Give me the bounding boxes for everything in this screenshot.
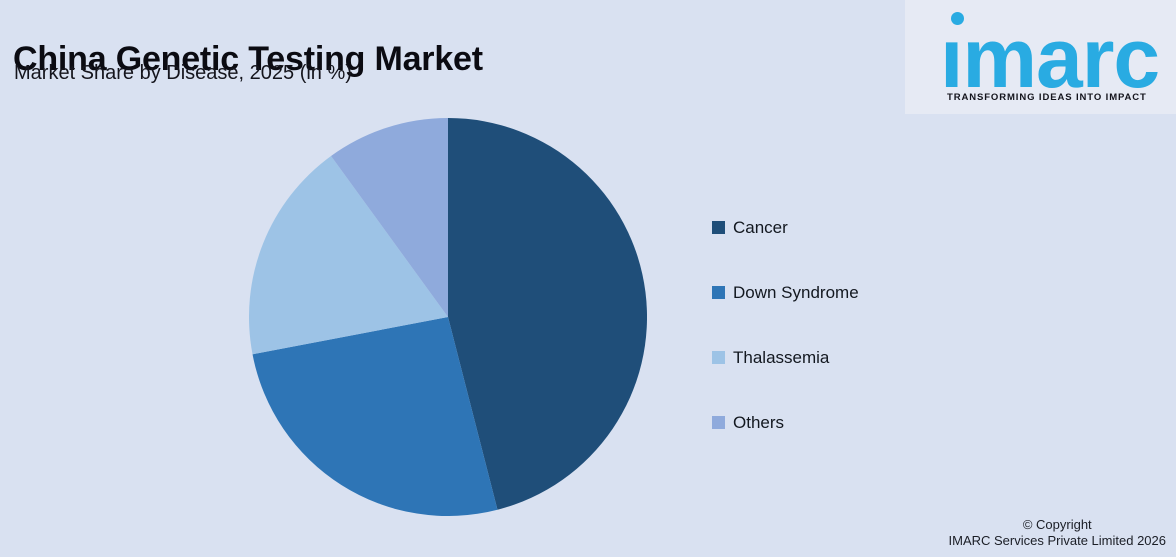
legend-label: Cancer <box>733 217 788 237</box>
logo-background-panel <box>905 0 1176 114</box>
legend-item-cancer: Cancer <box>712 214 859 240</box>
legend-swatch-icon <box>712 350 725 364</box>
legend-swatch-icon <box>712 285 725 299</box>
legend: Cancer Down Syndrome Thalassemia Others <box>712 214 859 474</box>
legend-swatch-icon <box>712 220 725 234</box>
imarc-logo: ımarc <box>940 11 1160 105</box>
pie-slice-down-syndrome <box>252 317 498 516</box>
copyright-line2: IMARC Services Private Limited 2026 <box>948 532 1166 548</box>
legend-item-down-syndrome: Down Syndrome <box>712 279 859 305</box>
page-subtitle: Market Share by Disease, 2025 (in %) <box>14 62 352 84</box>
page-title: China Genetic Testing Market <box>13 39 483 78</box>
copyright-notice: © Copyright IMARC Services Private Limit… <box>949 517 1166 550</box>
legend-label: Down Syndrome <box>733 282 859 302</box>
pie-slice-cancer <box>448 118 647 510</box>
legend-label: Thalassemia <box>733 347 830 367</box>
logo-tagline: TRANSFORMING IDEAS INTO IMPACT <box>947 92 1147 103</box>
legend-item-thalassemia: Thalassemia <box>712 344 859 370</box>
legend-item-others: Others <box>712 409 859 435</box>
pie-chart <box>249 118 647 516</box>
logo-i-dot-icon <box>951 12 964 25</box>
pie-slice-thalassemia <box>249 156 448 355</box>
pie-slice-others <box>331 118 448 317</box>
copyright-line1: © Copyright <box>1022 516 1092 532</box>
legend-label: Others <box>733 412 785 432</box>
legend-swatch-icon <box>712 415 725 429</box>
